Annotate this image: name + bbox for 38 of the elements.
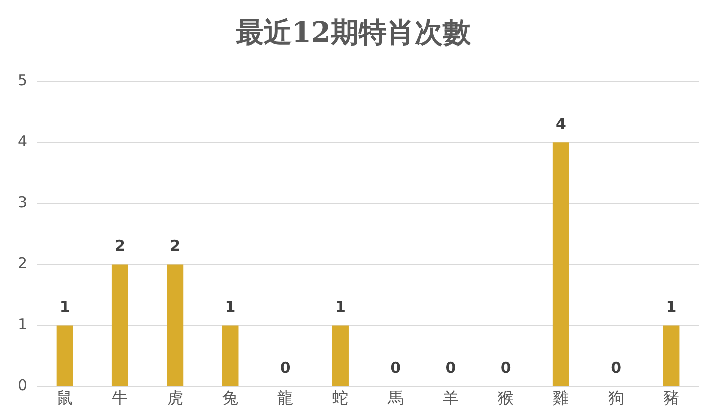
bar: [56, 326, 74, 386]
y-tick-label: 1: [18, 316, 28, 334]
bar: [663, 326, 680, 386]
chart-title: 最近12期特肖次數: [235, 16, 472, 50]
data-label: 2: [115, 237, 126, 256]
data-label: 0: [390, 359, 402, 378]
x-tick-label: 狗: [608, 388, 624, 408]
bar: [332, 326, 349, 386]
data-label: 0: [280, 359, 291, 378]
bar: [222, 326, 239, 386]
y-tick-label: 0: [18, 376, 28, 395]
x-tick-label: 牛: [112, 388, 128, 408]
x-tick-label: 猴: [498, 388, 514, 408]
x-tick-label: 龍: [278, 388, 294, 408]
data-label: 2: [170, 237, 181, 256]
x-tick-label: 豬: [663, 388, 680, 408]
bar: [552, 142, 570, 386]
x-tick-label: 虎: [167, 388, 184, 408]
y-tick-label: 2: [18, 254, 28, 273]
data-label: 0: [611, 359, 622, 378]
y-tick-label: 5: [18, 71, 28, 90]
x-tick-label: 羊: [442, 388, 459, 408]
x-tick-label: 鼠: [57, 388, 74, 408]
data-label: 4: [556, 115, 566, 134]
x-tick-label: 馬: [386, 388, 404, 408]
y-tick-label: 3: [18, 194, 28, 212]
x-tick-label: 蛇: [332, 388, 349, 408]
x-tick-label: 雞: [553, 388, 570, 408]
y-tick-label: 4: [18, 132, 28, 151]
data-label: 1: [60, 298, 70, 316]
data-label: 1: [225, 298, 236, 316]
data-label: 1: [666, 298, 677, 316]
data-label: 0: [446, 359, 456, 378]
bar: [112, 264, 128, 386]
x-tick-label: 兔: [222, 388, 238, 408]
bar: [167, 264, 184, 386]
data-label: 0: [500, 359, 512, 378]
data-label: 1: [335, 298, 346, 316]
